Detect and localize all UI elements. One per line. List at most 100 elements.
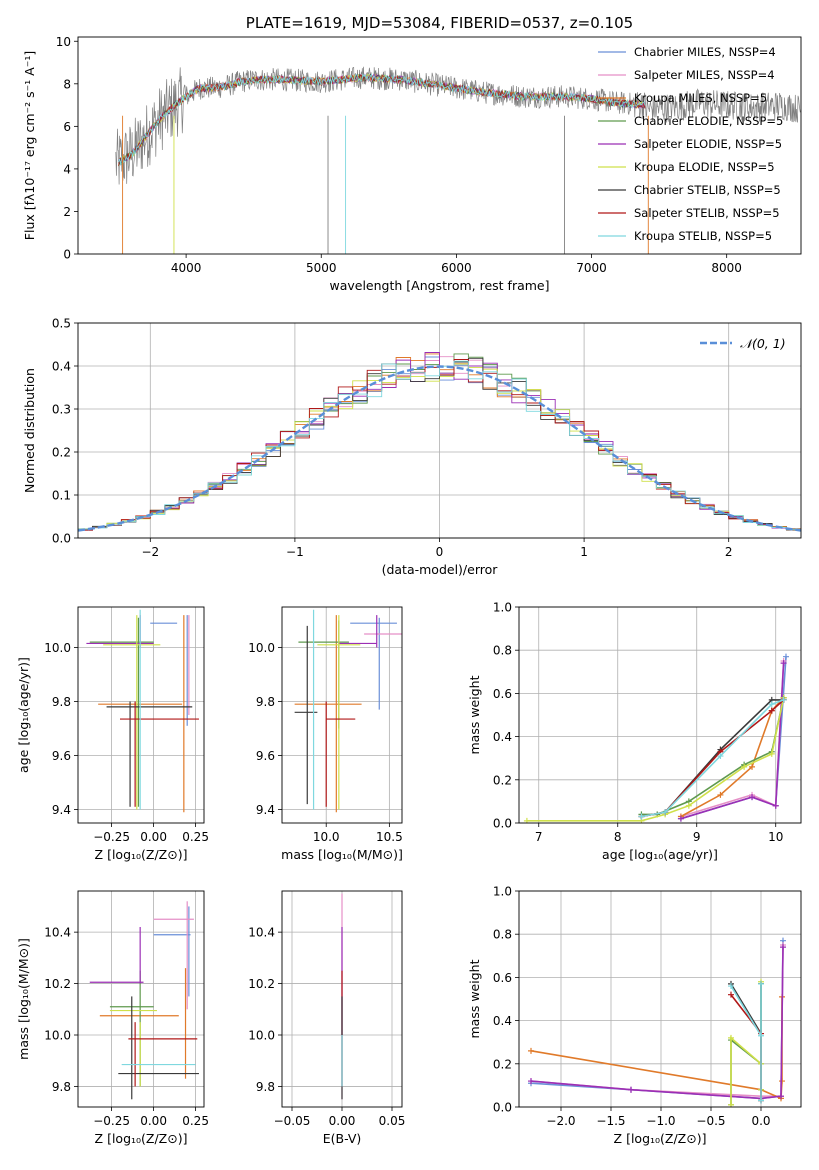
y-tick-label: 1.0 (493, 885, 512, 899)
legend-label: Chabrier STELIB, NSSP=5 (634, 183, 781, 197)
x-tick-label: −1 (286, 545, 304, 559)
mass-weight-marker (782, 653, 789, 660)
x-tick-label: 0.25 (182, 830, 209, 844)
plot-area (294, 609, 402, 813)
x-tick-label: −0.05 (274, 1114, 311, 1128)
mass-weight-line (730, 983, 762, 1101)
plot-area (115, 66, 801, 254)
y-axis-label: mass weight (467, 675, 482, 754)
residual-histogram-step (78, 360, 801, 530)
x-axis-label: E(B-V) (323, 1131, 362, 1146)
y-axis-label: Flux [fλ10⁻¹⁷ erg cm⁻² s⁻¹ A⁻¹] (22, 51, 37, 240)
y-tick-label: 0.6 (493, 687, 512, 701)
y-tick-label: 0.8 (493, 644, 512, 658)
mass-weight-line (526, 697, 785, 822)
spectrum-panel: 4000 5000 6000 7000 8000 0 2 4 6 8 10 wavelength [A… (22, 14, 802, 293)
x-tick-label: −2.0 (546, 1114, 575, 1128)
y-tick-label: 9.8 (256, 695, 275, 709)
mass-vs-metallicity-panel: −0.25 0.00 0.25 9.8 10.0 10.2 10.4 Z [log₁₀(Z/Z… (16, 890, 209, 1146)
mass-weight-marker (628, 1086, 634, 1093)
x-axis-label: Z [log₁₀(Z/Z⊙)] (614, 1131, 707, 1146)
y-tick-label: 9.8 (52, 1080, 71, 1094)
x-tick-label: −0.25 (93, 1114, 130, 1128)
x-tick-label: 0.05 (379, 1114, 406, 1128)
mass-weight-marker (768, 750, 775, 757)
mass-weight-marker (772, 802, 779, 809)
x-tick-label: 9 (693, 830, 701, 844)
x-tick-label: 7000 (576, 261, 607, 275)
mass-weight-marker (528, 1047, 534, 1054)
x-axis-label: Z [log₁₀(Z/Z⊙)] (95, 1131, 188, 1146)
x-tick-label: −1.5 (596, 1114, 625, 1128)
mass-weight-marker (717, 753, 724, 760)
residuals-panel: −2 −1 0 1 2 0.0 0.1 0.2 0.3 0.4 0.5 (data-model)/er… (22, 317, 802, 577)
axes-frame (518, 606, 802, 824)
x-tick-label: −2 (141, 545, 159, 559)
age-vs-metallicity-panel: −0.25 0.00 0.25 9.4 9.6 9.8 10.0 Z [log₁₀(Z/Z⊙)… (16, 606, 209, 862)
y-tick-label: 6 (63, 120, 71, 134)
y-tick-label: 0.4 (493, 730, 512, 744)
axes-frame (281, 606, 403, 824)
y-tick-label: 1.0 (493, 601, 512, 615)
mass-weight-marker (677, 815, 684, 822)
x-tick-label: 2 (725, 545, 733, 559)
legend-label: Salpeter ELODIE, NSSP=5 (634, 137, 782, 151)
x-tick-label: 1 (580, 545, 588, 559)
y-axis-label: age [log₁₀(age/yr)] (16, 657, 31, 773)
mass-weight-line (530, 940, 784, 1100)
y-tick-label: 9.6 (52, 749, 71, 763)
mass-weight-marker (778, 1093, 784, 1100)
mass-weight-marker (749, 763, 756, 770)
y-tick-label: 10.0 (248, 641, 275, 655)
x-tick-label: 0.0 (751, 1114, 770, 1128)
mass-weight-marker (741, 763, 748, 770)
gaussian-reference-curve (78, 365, 801, 532)
y-axis-label: mass weight (467, 959, 482, 1038)
mass-weight-marker (758, 1097, 764, 1104)
x-tick-label: 8000 (711, 261, 742, 275)
mass-weight-marker (638, 813, 645, 820)
y-tick-label: 9.8 (52, 695, 71, 709)
mass-weight-marker (728, 1034, 734, 1041)
age-vs-mass-panel: 10.0 10.5 9.4 9.6 9.8 10.0 mass [log₁₀(M/M⊙)] (248, 606, 403, 862)
mass-weight-marker (758, 1032, 764, 1039)
y-tick-label: 0.0 (52, 532, 71, 546)
mass-weight-line (680, 697, 785, 818)
y-tick-label: 2 (63, 205, 71, 219)
y-tick-label: 0 (63, 248, 71, 262)
legend-label: Salpeter STELIB, NSSP=5 (634, 206, 780, 220)
axes-frame (77, 36, 802, 255)
mass-weight-marker (717, 791, 724, 798)
mass-vs-extinction-panel: −0.05 0.00 0.05 9.8 10.0 10.2 10.4 E(B-V) (248, 890, 406, 1146)
plot-area (523, 653, 789, 823)
y-tick-label: 0.1 (52, 489, 71, 503)
plot-area (86, 609, 199, 813)
mass-weight-marker (780, 696, 787, 703)
x-tick-label: 0.00 (329, 1114, 356, 1128)
x-tick-label: −0.5 (696, 1114, 725, 1128)
x-tick-label: 10.5 (376, 830, 403, 844)
mass-weight-marker (758, 980, 764, 987)
plot-area (528, 937, 786, 1107)
mass-weight-marker (728, 983, 734, 990)
axes-frame (518, 890, 802, 1108)
y-tick-label: 9.4 (256, 803, 275, 817)
y-tick-label: 0.2 (52, 446, 71, 460)
massweight-vs-metallicity-panel: −2.0 −1.5 −1.0 −0.5 0.0 0.0 0.2 0.4 0.6 0.8 1.0 Z [… (467, 885, 802, 1146)
y-tick-label: 4 (63, 162, 71, 176)
x-axis-label: age [log₁₀(age/yr)] (602, 847, 718, 862)
y-tick-label: 0.8 (493, 928, 512, 942)
mass-weight-marker (768, 701, 775, 708)
plot-area (89, 901, 199, 1100)
x-tick-label: 0.00 (140, 830, 167, 844)
mass-weight-marker (780, 944, 786, 951)
y-tick-label: 0.0 (493, 1101, 512, 1115)
y-tick-label: 10.0 (248, 1029, 275, 1043)
x-tick-label: 8 (614, 830, 622, 844)
y-tick-label: 9.6 (256, 749, 275, 763)
y-tick-label: 10 (56, 35, 71, 49)
model-spectrum-line (118, 73, 646, 165)
mass-weight-marker (728, 991, 734, 998)
x-axis-label: mass [log₁₀(M/M⊙)] (281, 847, 403, 862)
